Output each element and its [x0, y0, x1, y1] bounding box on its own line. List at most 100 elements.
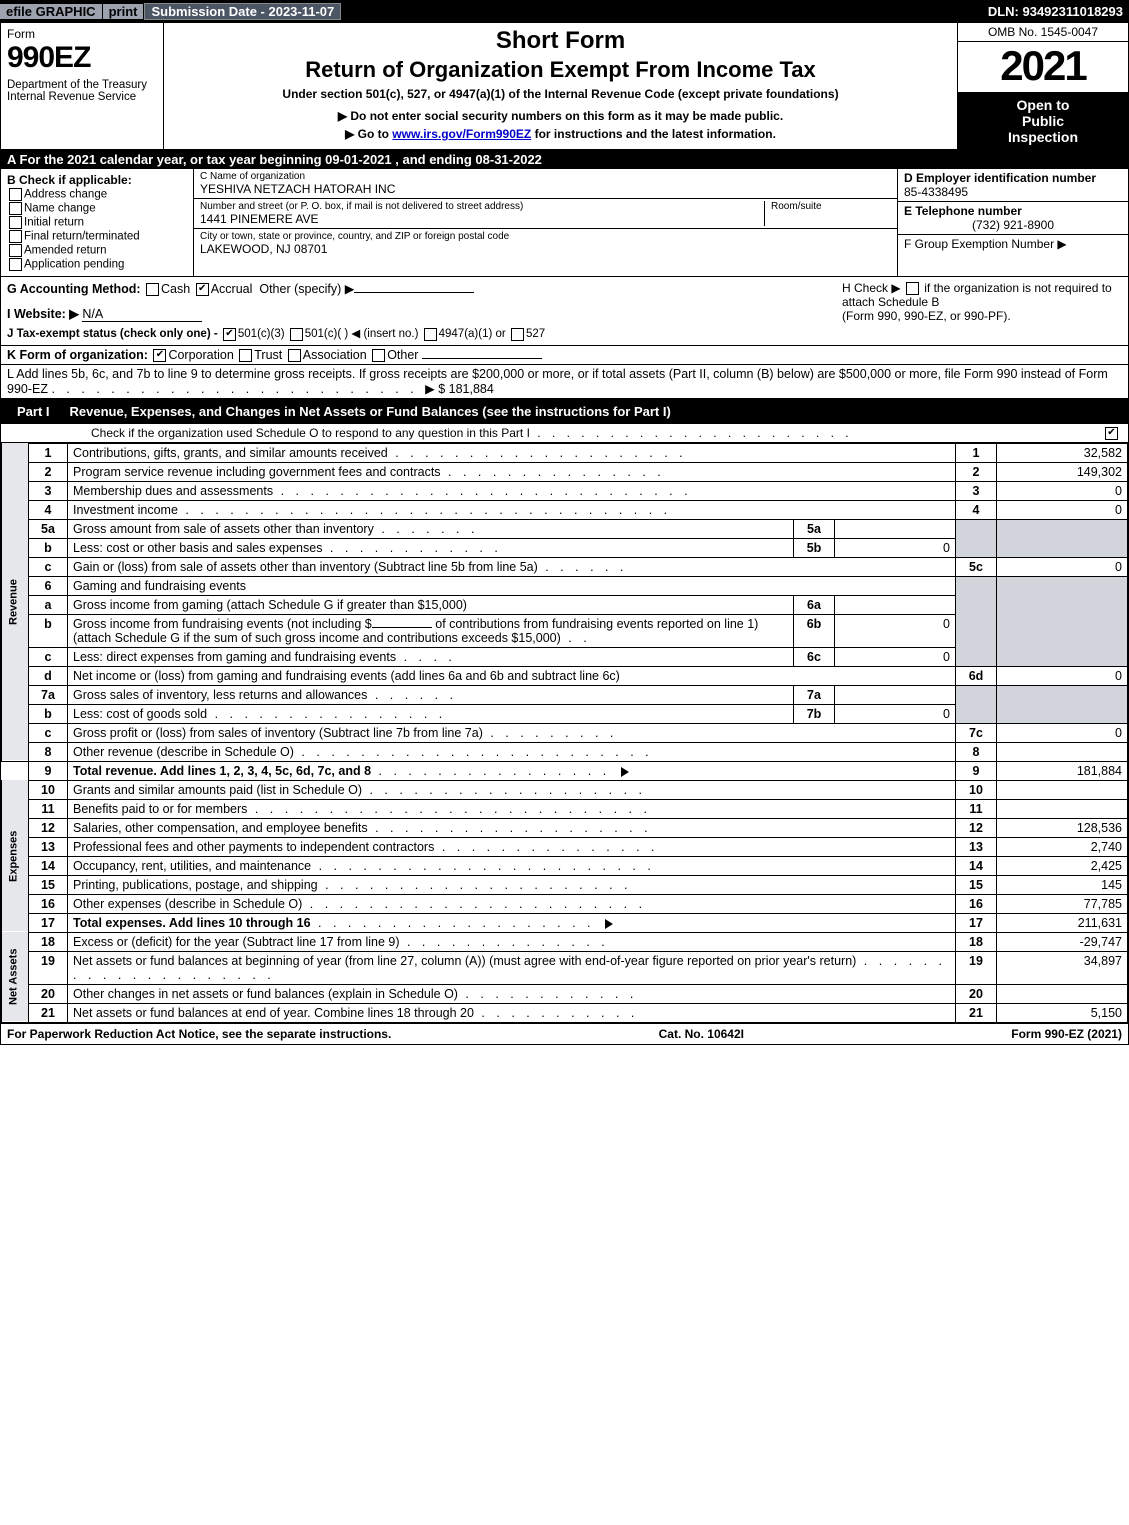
- irs-link[interactable]: www.irs.gov/Form990EZ: [392, 127, 531, 141]
- ln-17-num: 17: [29, 913, 68, 932]
- ln-7a-sv: [835, 685, 956, 704]
- ln-5c-n: 5c: [956, 557, 997, 576]
- j-o2: 501(c)( ): [305, 328, 348, 340]
- ln-6b-sv: 0: [835, 614, 956, 647]
- ln-6b-desc: Gross income from fundraising events (no…: [68, 614, 794, 647]
- sidelabel-net-assets: Net Assets: [2, 932, 29, 1022]
- ln-20-desc: Other changes in net assets or fund bala…: [68, 984, 956, 1003]
- k-label: K Form of organization:: [7, 348, 148, 362]
- ln-15-n: 15: [956, 875, 997, 894]
- ln-7a-num: 7a: [29, 685, 68, 704]
- footer-left: For Paperwork Reduction Act Notice, see …: [7, 1027, 391, 1041]
- ln-5c-v: 0: [997, 557, 1128, 576]
- ln-5a-sn: 5a: [794, 519, 835, 538]
- row-h: H Check ▶ if the organization is not req…: [842, 281, 1122, 323]
- ln-18-num: 18: [29, 932, 68, 951]
- ln-6a-desc: Gross income from gaming (attach Schedul…: [68, 595, 794, 614]
- ln-5a-sv: [835, 519, 956, 538]
- ln-9-v: 181,884: [997, 761, 1128, 780]
- chk-501c[interactable]: [290, 328, 303, 341]
- ln-6-num: 6: [29, 576, 68, 595]
- ln-20-num: 20: [29, 984, 68, 1003]
- sub3-post: for instructions and the latest informat…: [535, 127, 776, 141]
- ln-11-desc: Benefits paid to or for members . . . . …: [68, 799, 956, 818]
- ln-3-v: 0: [997, 481, 1128, 500]
- ln-10-desc: Grants and similar amounts paid (list in…: [68, 780, 956, 799]
- ln-2-num: 2: [29, 462, 68, 481]
- chk-amended-return[interactable]: Amended return: [7, 244, 187, 257]
- ln-5ab-shade: [956, 519, 997, 557]
- part-1-sub: Check if the organization used Schedule …: [1, 424, 1128, 443]
- section-g-h-i-j: G Accounting Method: Cash Accrual Other …: [1, 277, 1128, 346]
- omb-number: OMB No. 1545-0047: [958, 23, 1128, 42]
- chk-application-pending[interactable]: Application pending: [7, 258, 187, 271]
- chk-501c3[interactable]: [223, 328, 236, 341]
- ln-5c-desc: Gain or (loss) from sale of assets other…: [68, 557, 956, 576]
- ln-15-v: 145: [997, 875, 1128, 894]
- ln-7b-sv: 0: [835, 704, 956, 723]
- ln-17-n: 17: [956, 913, 997, 932]
- chk-name-change[interactable]: Name change: [7, 202, 187, 215]
- chk-trust[interactable]: [239, 349, 252, 362]
- ln-8-desc: Other revenue (describe in Schedule O) .…: [68, 742, 956, 761]
- chk-h[interactable]: [906, 282, 919, 295]
- ln-17-v: 211,631: [997, 913, 1128, 932]
- ln-3-num: 3: [29, 481, 68, 500]
- ln-7a-sn: 7a: [794, 685, 835, 704]
- row-j: J Tax-exempt status (check only one) - 5…: [7, 326, 1122, 340]
- part-1-label: Part I: [7, 402, 60, 421]
- chk-part1-schedule-o[interactable]: [1105, 427, 1118, 440]
- chk-final-return[interactable]: Final return/terminated: [7, 230, 187, 243]
- ln-6a-sn: 6a: [794, 595, 835, 614]
- ln-9-desc: Total revenue. Add lines 1, 2, 3, 4, 5c,…: [68, 761, 956, 780]
- i-website: N/A: [82, 307, 202, 322]
- ln-11-n: 11: [956, 799, 997, 818]
- ln-6d-v: 0: [997, 666, 1128, 685]
- ln-19-v: 34,897: [997, 951, 1128, 984]
- ln-14-v: 2,425: [997, 856, 1128, 875]
- c-city-label: City or town, state or province, country…: [200, 231, 891, 242]
- chk-4947[interactable]: [424, 328, 437, 341]
- ln-15-num: 15: [29, 875, 68, 894]
- chk-accrual[interactable]: [196, 283, 209, 296]
- chk-initial-return[interactable]: Initial return: [7, 216, 187, 229]
- ln-7b-num: b: [29, 704, 68, 723]
- tax-year: 2021: [958, 42, 1128, 93]
- ln-5c-num: c: [29, 557, 68, 576]
- top-controls-bar: efile GRAPHIC print Submission Date - 20…: [0, 0, 1129, 22]
- chk-association[interactable]: [288, 349, 301, 362]
- print-button[interactable]: print: [103, 4, 145, 19]
- ln-13-desc: Professional fees and other payments to …: [68, 837, 956, 856]
- ln-6c-sn: 6c: [794, 647, 835, 666]
- ln-8-n: 8: [956, 742, 997, 761]
- ln-21-desc: Net assets or fund balances at end of ye…: [68, 1003, 956, 1022]
- ln-17-desc: Total expenses. Add lines 10 through 16 …: [68, 913, 956, 932]
- ln-7ab-shade: [956, 685, 997, 723]
- c-org-name: YESHIVA NETZACH HATORAH INC: [200, 182, 891, 196]
- chk-cash[interactable]: [146, 283, 159, 296]
- ln-12-v: 128,536: [997, 818, 1128, 837]
- ln-16-num: 16: [29, 894, 68, 913]
- g-cash: Cash: [161, 282, 190, 296]
- chk-address-change[interactable]: Address change: [7, 188, 187, 201]
- header-right: OMB No. 1545-0047 2021 Open to Public In…: [957, 23, 1128, 149]
- c-name-label: C Name of organization: [200, 171, 891, 182]
- chk-corporation[interactable]: [153, 349, 166, 362]
- dln-label: DLN: 93492311018293: [982, 4, 1129, 19]
- ln-21-n: 21: [956, 1003, 997, 1022]
- ln-12-desc: Salaries, other compensation, and employ…: [68, 818, 956, 837]
- ln-11-num: 11: [29, 799, 68, 818]
- ln-5b-sn: 5b: [794, 538, 835, 557]
- chk-other-org[interactable]: [372, 349, 385, 362]
- ln-7a-desc: Gross sales of inventory, less returns a…: [68, 685, 794, 704]
- ln-7b-sn: 7b: [794, 704, 835, 723]
- h-text3: (Form 990, 990-EZ, or 990-PF).: [842, 309, 1011, 323]
- ln-6d-n: 6d: [956, 666, 997, 685]
- ln-16-desc: Other expenses (describe in Schedule O) …: [68, 894, 956, 913]
- section-b-c-d: B Check if applicable: Address change Na…: [1, 169, 1128, 277]
- i-label: I Website: ▶: [7, 307, 79, 321]
- section-c: C Name of organization YESHIVA NETZACH H…: [194, 169, 897, 276]
- ln-16-n: 16: [956, 894, 997, 913]
- chk-527[interactable]: [511, 328, 524, 341]
- subtitle-section: Under section 501(c), 527, or 4947(a)(1)…: [170, 87, 951, 101]
